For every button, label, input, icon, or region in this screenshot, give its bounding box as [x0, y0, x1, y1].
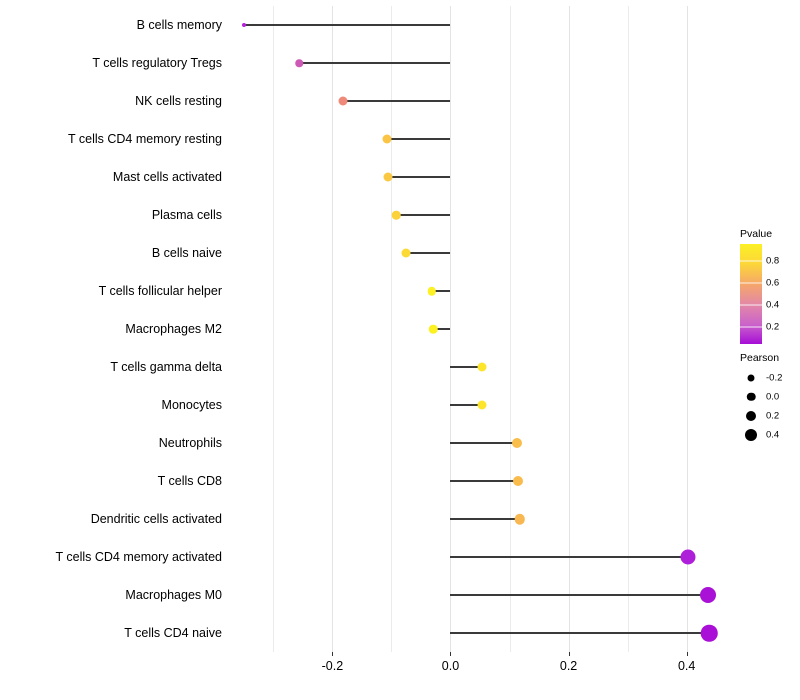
gridline-major — [332, 6, 334, 652]
pvalue-colorbar — [740, 244, 762, 344]
lollipop-stem — [450, 556, 688, 558]
lollipop-stem — [450, 366, 483, 368]
colorbar-tick — [740, 326, 762, 328]
lollipop-stem — [450, 594, 708, 596]
colorbar-tick — [740, 260, 762, 262]
gridline-minor — [391, 6, 393, 652]
pearson-legend-row: 0.4 — [740, 425, 800, 444]
x-axis-tick-label: 0.4 — [677, 659, 696, 673]
lollipop-dot[interactable] — [427, 286, 436, 296]
lollipop-stem — [388, 176, 451, 178]
y-axis-tick-label: T cells CD8 — [157, 473, 222, 488]
colorbar-tick-label: 0.8 — [766, 255, 780, 267]
y-axis-tick-label: Monocytes — [161, 397, 222, 412]
lollipop-dot[interactable] — [680, 549, 696, 565]
pearson-legend-label: 0.0 — [766, 391, 780, 402]
gridline-major — [568, 6, 570, 652]
lollipop-stem — [450, 404, 483, 406]
y-axis-tick-label: Macrophages M2 — [125, 321, 222, 336]
pearson-legend-row: -0.2 — [740, 368, 800, 387]
pearson-legend-label: 0.2 — [766, 410, 780, 421]
colorbar-tick — [740, 304, 762, 306]
lollipop-dot[interactable] — [401, 248, 411, 258]
x-axis-tick — [450, 652, 452, 656]
y-axis-tick-label: T cells CD4 memory activated — [55, 549, 223, 564]
x-axis-tick-label: 0.0 — [441, 659, 460, 673]
pvalue-colorbar-wrap: 0.8 0.6 0.4 0.2 — [740, 244, 798, 344]
lollipop-stem — [433, 328, 451, 330]
lollipop-dot[interactable] — [382, 134, 392, 144]
y-axis-tick-label: T cells CD4 naive — [124, 625, 222, 640]
y-axis-labels: B cells memory T cells regulatory Tregs NK… — [0, 6, 223, 652]
x-axis-tick-label: 0.2 — [559, 659, 578, 673]
lollipop-dot[interactable] — [512, 476, 523, 486]
pearson-legend-row: 0.2 — [740, 406, 800, 425]
pearson-legend-rows: -0.2 0.0 0.2 0.4 — [740, 368, 800, 444]
lollipop-dot[interactable] — [338, 96, 348, 106]
y-axis-tick-label: Dendritic cells activated — [90, 511, 222, 526]
x-axis-tick — [686, 652, 688, 656]
lollipop-stem — [431, 290, 451, 292]
lollipop-stem — [387, 138, 451, 140]
y-axis-tick-label: T cells gamma delta — [110, 359, 222, 374]
gridline-major — [450, 6, 452, 652]
lollipop-stem — [244, 24, 451, 26]
lollipop-dot[interactable] — [477, 362, 487, 372]
plot-panel — [232, 6, 728, 652]
pearson-legend: Pearson -0.2 0.0 0.2 0.4 — [740, 352, 800, 444]
x-axis-tick — [332, 652, 334, 656]
y-axis-tick-label: NK cells resting — [135, 93, 222, 108]
pearson-legend-label: -0.2 — [766, 372, 783, 383]
lollipop-stem — [450, 518, 520, 520]
pvalue-legend-title: Pvalue — [740, 228, 773, 240]
lollipop-stem — [343, 100, 451, 102]
lollipop-stem — [450, 632, 710, 634]
pearson-legend-dot — [745, 428, 757, 441]
gridline-minor — [273, 6, 275, 652]
gridline-minor — [627, 6, 629, 652]
y-axis-tick-label: T cells regulatory Tregs — [92, 55, 222, 70]
colorbar-tick — [740, 282, 762, 284]
lollipop-stem — [396, 214, 451, 216]
lollipop-dot[interactable] — [429, 324, 438, 334]
lollipop-dot[interactable] — [242, 23, 247, 27]
y-axis-tick-label: Neutrophils — [158, 435, 222, 450]
lollipop-stem — [450, 480, 518, 482]
y-axis-tick-label: T cells CD4 memory resting — [68, 131, 222, 146]
y-axis-tick-label: T cells follicular helper — [98, 283, 222, 298]
lollipop-dot[interactable] — [700, 624, 718, 642]
colorbar-tick-label: 0.6 — [766, 277, 780, 289]
y-axis-tick-label: Mast cells activated — [112, 169, 222, 184]
y-axis-tick-label: Plasma cells — [151, 207, 222, 222]
pearson-legend-dot — [747, 374, 755, 381]
pearson-legend-dot — [746, 392, 756, 401]
lollipop-dot[interactable] — [511, 438, 522, 448]
y-axis-tick-label: Macrophages M0 — [125, 587, 222, 602]
x-axis-tick-label: -0.2 — [321, 659, 344, 673]
x-axis: -0.2 0.0 0.2 0.4 — [232, 652, 728, 682]
pearson-legend-dot — [746, 410, 756, 421]
lollipop-dot[interactable] — [383, 172, 393, 182]
lollipop-stem — [299, 62, 451, 64]
y-axis-tick-label: B cells memory — [136, 17, 222, 32]
lollipop-dot[interactable] — [514, 513, 525, 525]
gridline-minor — [509, 6, 511, 652]
y-axis-tick-label: B cells naive — [151, 245, 222, 260]
lollipop-dot[interactable] — [295, 59, 304, 67]
colorbar-tick-label: 0.4 — [766, 299, 780, 311]
lollipop-dot[interactable] — [477, 400, 487, 410]
pearson-legend-row: 0.0 — [740, 387, 800, 406]
lollipop-stem — [405, 252, 451, 254]
lollipop-stem — [450, 442, 517, 444]
lollipop-dot[interactable] — [699, 587, 716, 603]
x-axis-tick — [568, 652, 570, 656]
colorbar-tick-label: 0.2 — [766, 321, 780, 333]
pearson-legend-title: Pearson — [740, 352, 780, 364]
lollipop-dot[interactable] — [391, 210, 401, 220]
pearson-legend-label: 0.4 — [766, 429, 780, 440]
gridline-major — [686, 6, 688, 652]
pvalue-legend: Pvalue 0.8 0.6 0.4 0.2 — [740, 228, 800, 344]
